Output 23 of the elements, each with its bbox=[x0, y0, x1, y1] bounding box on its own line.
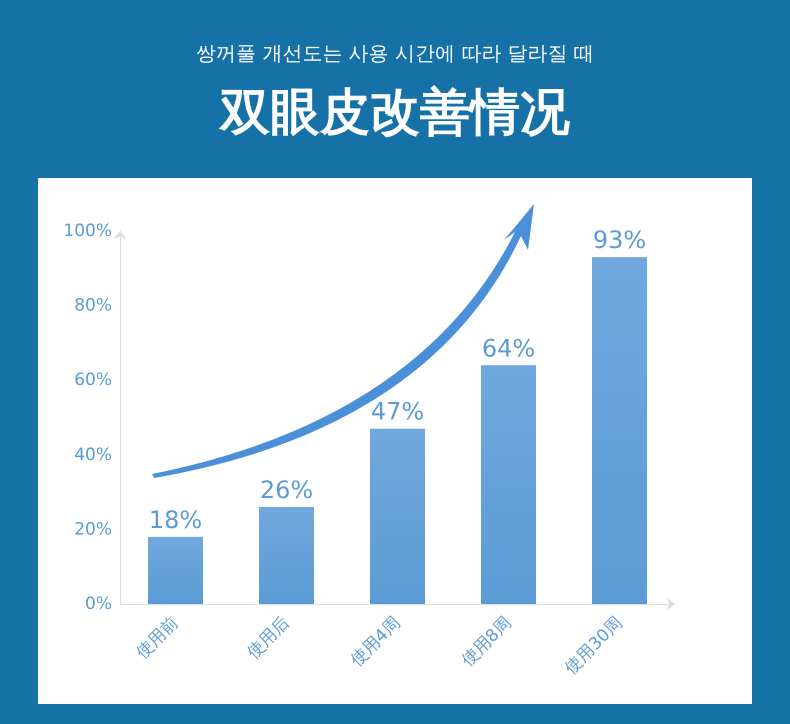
x-tick-label: 使用前 bbox=[132, 612, 183, 664]
bar bbox=[148, 536, 203, 604]
x-tick-label: 使用4周 bbox=[346, 612, 405, 671]
y-tick-label: 40% bbox=[74, 444, 112, 465]
y-tick-label: 100% bbox=[63, 221, 112, 241]
chart-title: 双眼皮改善情况 bbox=[218, 83, 570, 141]
bar bbox=[481, 365, 536, 604]
x-tick-label: 使用30周 bbox=[561, 612, 627, 678]
data-label: 64% bbox=[482, 334, 536, 362]
bar bbox=[370, 428, 425, 604]
data-label: 26% bbox=[260, 476, 314, 504]
bar bbox=[259, 507, 314, 604]
bar bbox=[592, 257, 647, 604]
y-tick-label: 0% bbox=[85, 594, 112, 614]
y-tick-label: 80% bbox=[74, 296, 112, 316]
x-tick-label: 使用后 bbox=[243, 612, 294, 664]
data-label: 47% bbox=[370, 398, 424, 426]
data-label: 93% bbox=[592, 226, 646, 254]
data-label: 18% bbox=[148, 506, 202, 534]
y-tick-label: 20% bbox=[74, 519, 112, 540]
chart-subtitle: 쌍꺼풀 개선도는 사용 시간에 따라 달라질 때 bbox=[196, 41, 594, 65]
x-tick-label: 使用8周 bbox=[458, 612, 516, 671]
y-tick-label: 60% bbox=[74, 370, 112, 390]
